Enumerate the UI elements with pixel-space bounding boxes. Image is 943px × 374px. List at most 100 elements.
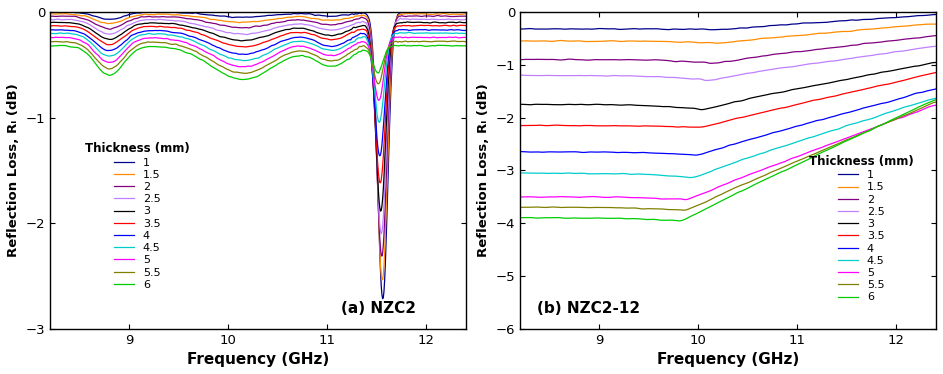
5 xyxy=(357,40,369,44)
6 xyxy=(233,77,244,81)
1.5 xyxy=(928,22,939,26)
3.5 xyxy=(323,37,334,42)
4 xyxy=(357,31,369,36)
6 xyxy=(588,216,600,220)
6 xyxy=(673,218,685,223)
3 xyxy=(357,23,369,28)
Line: 4: 4 xyxy=(521,89,936,155)
5.5 xyxy=(151,40,162,45)
5 xyxy=(760,166,771,171)
6 xyxy=(323,64,334,68)
4.5 xyxy=(621,172,633,176)
1 xyxy=(357,10,369,15)
2.5 xyxy=(323,27,334,32)
2 xyxy=(151,15,162,19)
2 xyxy=(705,61,717,65)
1 xyxy=(233,15,244,19)
Line: 4: 4 xyxy=(50,30,466,156)
4 xyxy=(420,27,431,32)
4 xyxy=(151,28,162,33)
5 xyxy=(588,194,600,199)
4 xyxy=(828,114,839,119)
2 xyxy=(931,33,942,38)
2.5 xyxy=(621,74,633,78)
1.5 xyxy=(357,13,369,18)
1.5 xyxy=(151,12,162,16)
2 xyxy=(290,18,301,22)
4 xyxy=(374,154,386,158)
5.5 xyxy=(793,159,804,163)
2 xyxy=(793,49,804,54)
4.5 xyxy=(44,31,56,36)
2.5 xyxy=(44,17,56,21)
2.5 xyxy=(931,44,942,49)
4 xyxy=(588,150,600,154)
1 xyxy=(44,9,56,14)
2.5 xyxy=(375,232,387,236)
2 xyxy=(433,13,444,18)
1 xyxy=(118,14,129,18)
5 xyxy=(233,64,244,69)
3.5 xyxy=(375,181,387,185)
4.5 xyxy=(151,32,162,36)
Line: 3.5: 3.5 xyxy=(521,73,936,127)
5 xyxy=(44,35,56,40)
Line: 6: 6 xyxy=(50,45,466,80)
2 xyxy=(357,16,369,20)
3.5 xyxy=(415,23,426,28)
1 xyxy=(515,27,526,31)
1.5 xyxy=(793,33,804,38)
5 xyxy=(118,50,129,55)
5.5 xyxy=(515,205,526,209)
3.5 xyxy=(151,25,162,29)
4 xyxy=(118,40,129,45)
1.5 xyxy=(828,30,839,34)
4.5 xyxy=(703,170,715,175)
Line: 2.5: 2.5 xyxy=(50,18,466,234)
2.5 xyxy=(703,78,715,83)
5 xyxy=(680,197,691,202)
5.5 xyxy=(44,40,56,44)
1 xyxy=(931,12,942,17)
Y-axis label: Reflection Loss, Rₗ (dB): Reflection Loss, Rₗ (dB) xyxy=(477,83,490,257)
1.5 xyxy=(376,278,388,282)
3 xyxy=(828,80,839,84)
4 xyxy=(793,124,804,128)
3.5 xyxy=(233,44,244,49)
3 xyxy=(588,102,600,107)
X-axis label: Frequency (GHz): Frequency (GHz) xyxy=(657,352,800,367)
3.5 xyxy=(357,27,369,31)
Line: 5.5: 5.5 xyxy=(50,41,466,84)
2 xyxy=(515,58,526,62)
3 xyxy=(290,26,301,30)
3.5 xyxy=(931,70,942,75)
2.5 xyxy=(460,17,472,22)
3 xyxy=(44,21,56,25)
6 xyxy=(828,145,839,149)
2 xyxy=(323,22,334,27)
5 xyxy=(323,53,334,58)
5.5 xyxy=(760,172,771,177)
6 xyxy=(793,162,804,166)
4.5 xyxy=(828,128,839,132)
1 xyxy=(703,27,714,32)
5.5 xyxy=(290,49,301,54)
1 xyxy=(151,10,162,14)
4.5 xyxy=(515,171,526,175)
4 xyxy=(703,150,715,154)
5 xyxy=(621,195,633,199)
1.5 xyxy=(44,12,56,16)
1 xyxy=(377,297,389,301)
2.5 xyxy=(395,16,406,21)
Line: 4.5: 4.5 xyxy=(50,32,466,122)
5 xyxy=(515,195,526,199)
3.5 xyxy=(828,94,839,98)
1.5 xyxy=(703,40,714,45)
5 xyxy=(828,141,839,145)
5.5 xyxy=(323,58,334,63)
3 xyxy=(402,20,413,24)
Line: 3: 3 xyxy=(521,62,936,110)
Line: 1.5: 1.5 xyxy=(521,24,936,43)
4.5 xyxy=(760,150,771,154)
Line: 4.5: 4.5 xyxy=(521,98,936,178)
